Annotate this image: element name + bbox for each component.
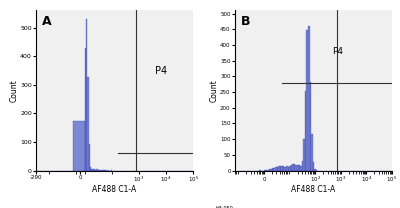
Bar bbox=[90, 167, 91, 171]
Y-axis label: Count: Count bbox=[10, 79, 19, 102]
Bar bbox=[308, 26, 310, 171]
Bar bbox=[91, 170, 92, 171]
Bar bbox=[96, 169, 98, 171]
Text: A: A bbox=[42, 15, 52, 28]
Bar bbox=[85, 48, 86, 171]
Bar bbox=[298, 165, 300, 171]
Bar bbox=[98, 170, 99, 171]
Bar bbox=[284, 167, 286, 171]
Bar bbox=[305, 91, 306, 171]
Bar bbox=[273, 167, 275, 171]
X-axis label: AF488 C1-A: AF488 C1-A bbox=[291, 185, 336, 194]
Bar bbox=[269, 169, 270, 171]
Bar bbox=[266, 170, 267, 171]
Bar bbox=[95, 170, 96, 171]
Bar bbox=[291, 165, 292, 171]
Bar bbox=[289, 166, 291, 171]
Bar bbox=[300, 166, 302, 171]
Bar bbox=[73, 121, 85, 171]
Bar bbox=[270, 169, 272, 171]
Y-axis label: Count: Count bbox=[210, 79, 219, 102]
Bar bbox=[94, 169, 95, 171]
Bar bbox=[92, 170, 94, 171]
Bar bbox=[306, 31, 308, 171]
Bar bbox=[303, 139, 305, 171]
Bar bbox=[86, 19, 87, 171]
Bar bbox=[288, 167, 289, 171]
Bar bbox=[281, 166, 283, 171]
X-axis label: AF488 C1-A: AF488 C1-A bbox=[92, 185, 137, 194]
Bar bbox=[313, 162, 314, 171]
Bar bbox=[311, 134, 313, 171]
Bar bbox=[87, 77, 88, 171]
Bar bbox=[314, 169, 316, 171]
Bar bbox=[275, 167, 276, 171]
Bar bbox=[264, 170, 266, 171]
Text: H3.050: H3.050 bbox=[216, 206, 234, 208]
Bar bbox=[99, 170, 100, 171]
Bar bbox=[278, 166, 280, 171]
Bar bbox=[276, 167, 278, 171]
Bar bbox=[297, 165, 298, 171]
Bar bbox=[280, 166, 281, 171]
Bar bbox=[296, 165, 297, 171]
Bar bbox=[267, 170, 269, 171]
Bar bbox=[294, 164, 296, 171]
Bar bbox=[272, 168, 273, 171]
Bar bbox=[103, 170, 104, 171]
Bar bbox=[310, 82, 311, 171]
Bar bbox=[100, 170, 102, 171]
Bar bbox=[88, 144, 90, 171]
Text: P4: P4 bbox=[332, 47, 343, 56]
Bar bbox=[302, 161, 303, 171]
Bar bbox=[292, 164, 294, 171]
Text: P4: P4 bbox=[156, 67, 168, 77]
Bar bbox=[286, 166, 288, 171]
Bar bbox=[283, 166, 284, 171]
Text: B: B bbox=[241, 15, 250, 28]
